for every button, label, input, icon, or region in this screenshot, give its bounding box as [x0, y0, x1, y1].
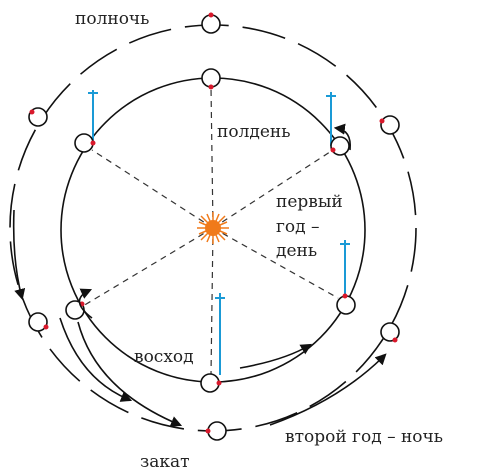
label-first-year: первый	[276, 192, 343, 212]
sun	[197, 212, 229, 244]
label-first-year: год –	[276, 217, 320, 237]
label-sunrise: восход	[134, 347, 194, 367]
label-midnight: полночь	[75, 9, 149, 29]
label-noon: полдень	[217, 122, 290, 142]
arrows	[14, 128, 385, 425]
label-sunset: закат	[140, 452, 190, 472]
label-second-year: второй год – ночь	[285, 427, 443, 447]
label-first-year: день	[276, 241, 317, 261]
diagram: полночь полдень первый год – день восход…	[0, 0, 478, 473]
